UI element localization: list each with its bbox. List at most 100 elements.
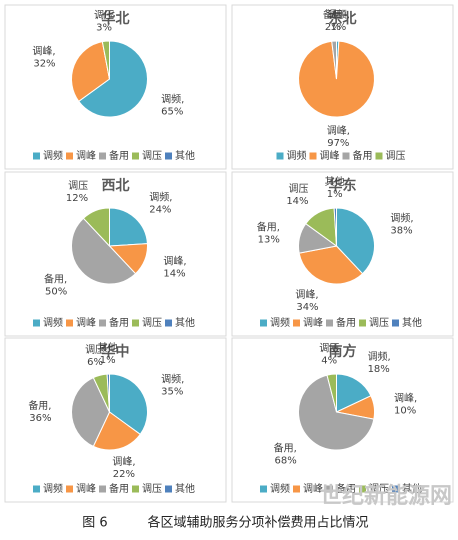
- data-label: 调频, 35%: [161, 373, 184, 398]
- legend-label: 调频: [43, 149, 63, 162]
- legend-label: 调峰: [320, 150, 340, 162]
- legend-swatch: [359, 485, 366, 493]
- legend-swatch: [99, 485, 106, 493]
- data-label: 调压 12%: [66, 180, 88, 204]
- legend-label: 调峰: [76, 483, 96, 495]
- data-label: 备用, 50%: [44, 273, 67, 298]
- legend-swatch: [165, 152, 172, 160]
- chart-title: 西北: [102, 178, 130, 194]
- caption-label: 图 6: [82, 516, 107, 531]
- legend-swatch: [326, 319, 333, 327]
- legend-swatch: [326, 485, 333, 493]
- pie-slice: [106, 373, 110, 413]
- data-label: 调峰, 10%: [394, 393, 417, 417]
- pie-chart: 南方 调频, 18%调峰, 10% 备用, 68% 调压 4% 调频 调峰 备用 调压 其他: [231, 337, 454, 503]
- chart-title: 南方: [329, 343, 357, 360]
- data-label: 其他 1%: [325, 175, 345, 200]
- pie-slice: [71, 376, 111, 448]
- legend-label: 调压: [369, 317, 389, 329]
- pie-slice: [336, 207, 375, 275]
- legend-label: 备用: [353, 149, 373, 162]
- data-label: 调峰, 32%: [32, 46, 55, 70]
- legend-label: 调频: [270, 482, 290, 495]
- legend-swatch: [165, 319, 172, 327]
- data-label: 其他 1%: [98, 341, 118, 366]
- data-label: 调峰, 34%: [295, 289, 318, 313]
- legend-swatch: [99, 152, 106, 160]
- data-label: 调压 6%: [85, 344, 105, 368]
- data-label: 调峰, 22%: [112, 456, 135, 480]
- data-label: 调频, 24%: [149, 191, 172, 216]
- legend-label: 调压: [369, 483, 389, 495]
- legend-swatch: [66, 485, 73, 493]
- legend-swatch: [165, 485, 172, 493]
- legend-label: 其他: [402, 316, 422, 329]
- legend-swatch: [33, 152, 40, 160]
- pie-slice: [71, 217, 137, 285]
- legend-swatch: [33, 319, 40, 327]
- pie-slice: [109, 207, 148, 247]
- legend-label: 调频: [270, 316, 290, 329]
- legend-label: 其他: [402, 482, 422, 495]
- legend-label: 调峰: [76, 317, 96, 329]
- pie-slice: [298, 374, 375, 451]
- legend-swatch: [132, 152, 139, 160]
- pie-slice: [78, 40, 148, 118]
- legend-swatch: [392, 319, 399, 327]
- pie-slice: [336, 373, 372, 413]
- data-label: 调频, 18%: [368, 350, 391, 375]
- legend-label: 调峰: [76, 150, 96, 162]
- legend-swatch: [375, 152, 383, 160]
- legend-swatch: [260, 319, 267, 327]
- data-label: 调压 3%: [94, 9, 114, 33]
- legend-swatch: [66, 319, 73, 327]
- legend-label: 调频: [43, 316, 63, 329]
- legend-swatch: [342, 152, 350, 160]
- legend-label: 调压: [142, 483, 162, 495]
- legend-swatch: [392, 485, 399, 493]
- legend-swatch: [293, 319, 300, 327]
- data-label: 调频, 1%: [327, 8, 350, 33]
- data-label: 备用, 36%: [28, 399, 51, 424]
- legend-swatch: [33, 485, 40, 493]
- legend-swatch: [132, 319, 139, 327]
- chart-title: 华中: [102, 343, 130, 360]
- legend-label: 其他: [175, 316, 195, 329]
- legend-label: 备用: [109, 316, 129, 329]
- legend-label: 调峰: [303, 483, 323, 495]
- data-label: 调频, 38%: [390, 212, 413, 237]
- data-label: 备用, 68%: [274, 441, 297, 466]
- legend-swatch: [293, 485, 300, 493]
- legend-label: 调频: [43, 482, 63, 495]
- legend-label: 调峰: [303, 317, 323, 329]
- data-label: 备用 2%: [323, 8, 343, 33]
- watermark: 世纪新能源网: [320, 483, 452, 509]
- legend-label: 备用: [336, 316, 356, 329]
- legend-label: 调压: [142, 317, 162, 329]
- legend-swatch: [132, 485, 139, 493]
- legend-swatch: [359, 319, 366, 327]
- legend-label: 调压: [386, 150, 406, 162]
- chart-title: 东北: [329, 10, 357, 27]
- legend-label: 调压: [142, 150, 162, 162]
- data-label: 备用, 13%: [257, 220, 280, 245]
- data-label: 调峰, 97%: [327, 125, 350, 149]
- legend-swatch: [276, 152, 284, 160]
- legend-label: 备用: [109, 482, 129, 495]
- chart-title: 华东: [329, 177, 357, 194]
- legend-swatch: [309, 152, 317, 160]
- legend-label: 其他: [175, 149, 195, 162]
- legend-swatch: [260, 485, 267, 493]
- legend-label: 备用: [109, 149, 129, 162]
- data-label: 调频, 65%: [161, 92, 184, 117]
- chart-title: 华北: [102, 10, 130, 27]
- legend-label: 调频: [287, 149, 307, 162]
- legend-swatch: [99, 319, 106, 327]
- legend-label: 备用: [336, 482, 356, 495]
- data-label: 调峰, 14%: [163, 255, 186, 279]
- legend-swatch: [66, 152, 73, 160]
